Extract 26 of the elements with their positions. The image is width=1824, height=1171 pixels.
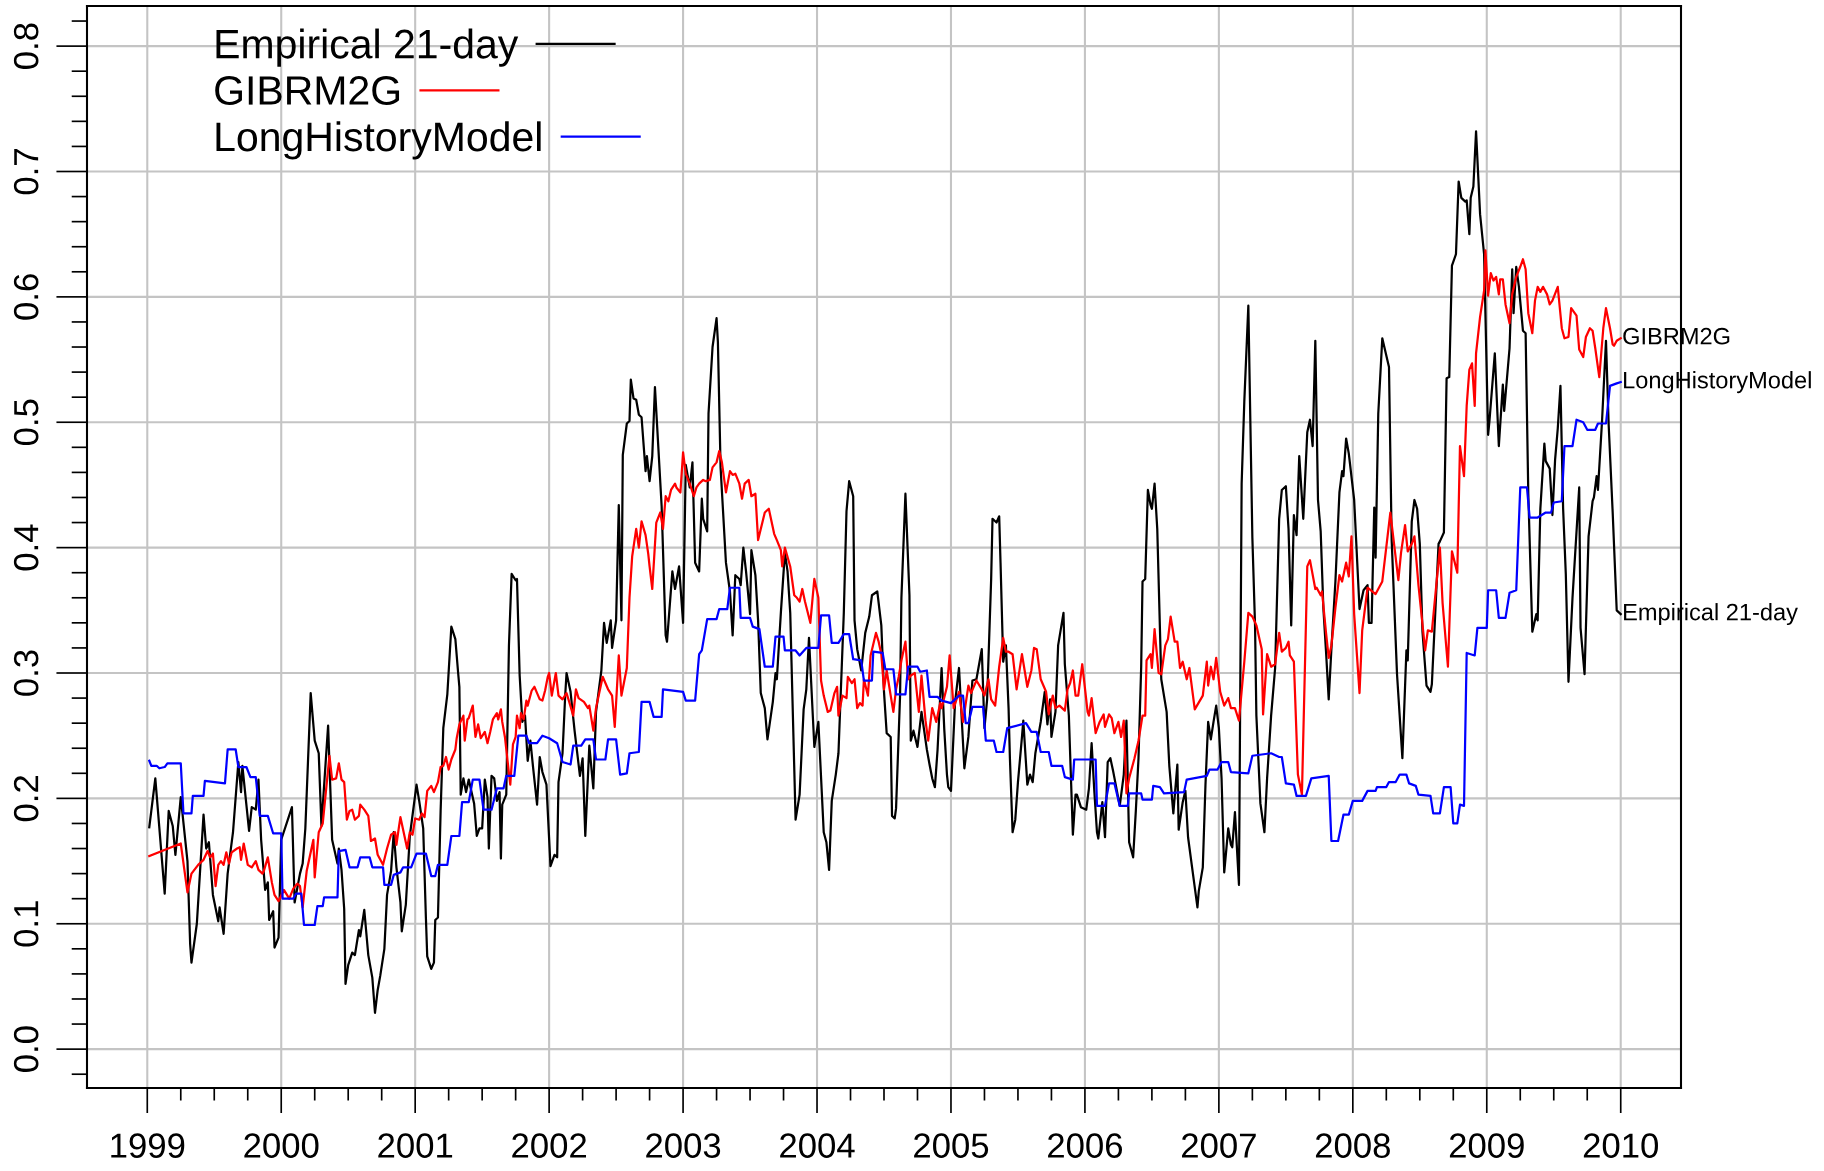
y-tick-label: 0.7 (13, 149, 39, 195)
x-tick-label: 2009 (1449, 1133, 1524, 1158)
y-tick-label: 0.4 (13, 524, 39, 571)
x-tick-label: 2008 (1315, 1133, 1390, 1158)
x-tick-label: 1999 (111, 1133, 185, 1158)
x-tick-label: 2000 (244, 1133, 319, 1158)
line-series (148, 381, 1622, 927)
x-tick-label: 2006 (1048, 1133, 1123, 1158)
line-series (148, 249, 1622, 909)
y-tick-label: 0.0 (13, 1026, 39, 1072)
y-tick-label: 0.1 (13, 901, 39, 947)
x-tick-label: 2005 (914, 1133, 989, 1158)
x-tick-label: 2004 (780, 1133, 855, 1158)
legend-label: GIBRM2G (215, 76, 400, 106)
x-tick-label: 2007 (1182, 1133, 1256, 1158)
y-tick-label: 0.8 (13, 23, 39, 69)
x-tick-label: 2001 (378, 1133, 453, 1158)
y-tick-label: 0.5 (13, 399, 39, 446)
x-tick-label: 2010 (1583, 1133, 1658, 1158)
legend-label: Empirical 21-day (216, 28, 519, 67)
legend-label: LongHistoryModel (216, 121, 541, 160)
y-tick-label: 0.3 (13, 650, 39, 696)
y-tick-label: 0.2 (13, 775, 39, 822)
y-tick-label: 0.6 (13, 274, 39, 320)
x-tick-label: 2003 (646, 1133, 721, 1158)
x-tick-label: 2002 (512, 1133, 587, 1158)
